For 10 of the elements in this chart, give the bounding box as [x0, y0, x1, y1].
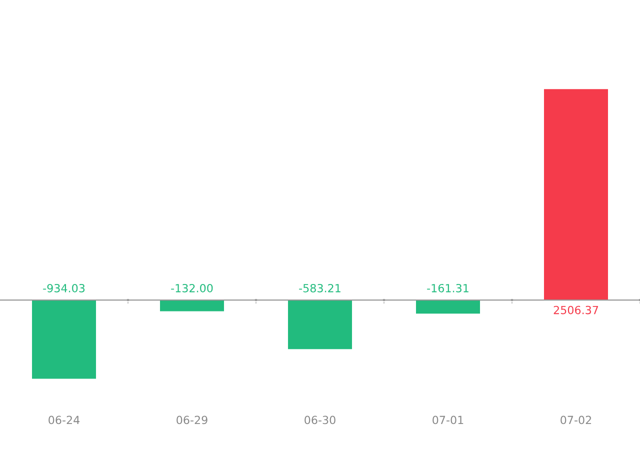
x-tick-label: 07-02	[560, 416, 592, 424]
x-tick-label: 06-30	[304, 416, 336, 424]
data-label: -583.21	[299, 284, 340, 292]
data-label: -132.00	[171, 284, 213, 292]
data-label: -161.31	[427, 284, 468, 292]
x-tick-label: 06-24	[48, 416, 80, 424]
x-tick-label: 07-01	[432, 416, 464, 424]
data-label: 2506.37	[554, 306, 598, 314]
data-label: -934.03	[43, 284, 85, 292]
x-tick-label: 06-29	[176, 416, 208, 424]
